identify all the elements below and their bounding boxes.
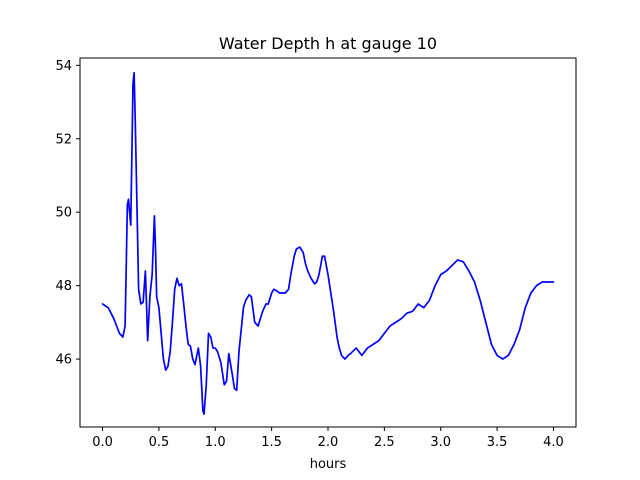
y-tick-label: 46 [55,353,72,368]
series-line [101,71,555,415]
x-tick-label: 4.0 [543,435,564,450]
x-tick-label: 2.0 [318,435,339,450]
plot-background [80,58,576,427]
x-tick-label: 1.0 [205,435,226,450]
x-axis-ticks: 0.0 0.5 1.0 1.5 2.0 2.5 3.0 3.5 4.0 [92,427,564,450]
x-tick-label: 0.0 [92,435,113,450]
plot-frame [79,57,577,428]
data-layer [101,71,555,415]
y-axis-ticks: 46 48 50 52 54 [55,59,80,368]
y-tick-label: 54 [55,59,72,74]
x-tick-label: 0.5 [149,435,170,450]
x-tick-label: 3.5 [487,435,508,450]
y-tick-label: 52 [55,132,72,147]
x-tick-label: 2.5 [374,435,395,450]
x-tick-label: 3.0 [430,435,451,450]
x-axis-label: hours [310,457,347,472]
chart-title: Water Depth h at gauge 10 [219,34,437,53]
y-tick-label: 50 [55,206,72,221]
y-tick-label: 48 [55,279,72,294]
x-tick-label: 1.5 [261,435,282,450]
